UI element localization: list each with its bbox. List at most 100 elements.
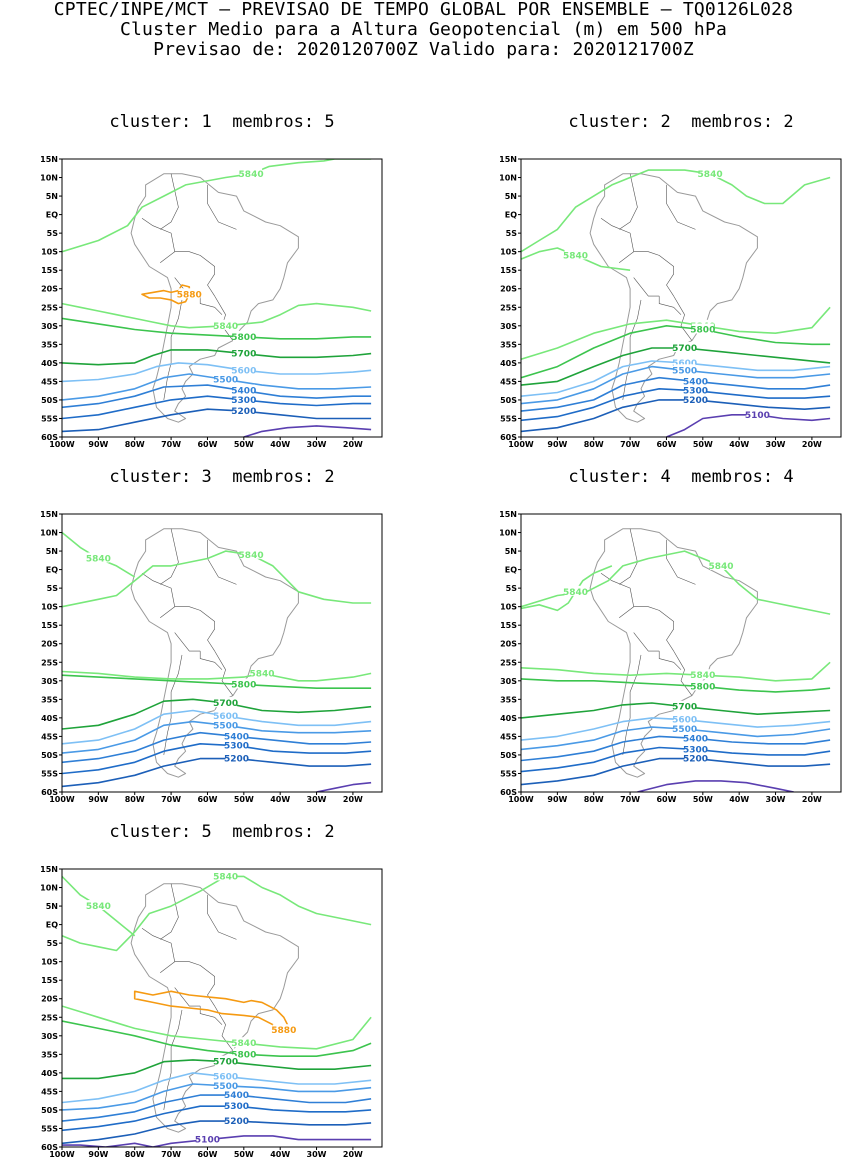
- contour-label-bg: [710, 559, 732, 570]
- contour-line-5840: [62, 302, 372, 329]
- lat-label: 50S: [500, 396, 517, 405]
- contour-line-5840: [521, 169, 831, 253]
- country-border: [622, 299, 642, 400]
- lat-label: 40S: [500, 359, 517, 368]
- lat-label: 10S: [41, 958, 58, 967]
- contour-label-5800: 5800: [231, 681, 256, 691]
- contour-label-bg: [225, 752, 248, 763]
- lat-label: EQ: [46, 921, 58, 930]
- contour-label-5840: 5840: [563, 588, 588, 598]
- contour-line-5400: [62, 384, 372, 409]
- lat-label: 45S: [41, 377, 58, 386]
- lat-label: 15S: [41, 621, 58, 630]
- country-border: [214, 1005, 234, 1051]
- lon-label: 90W: [547, 440, 567, 449]
- contour-line-5200: [62, 408, 372, 433]
- contour-label-5700: 5700: [231, 350, 256, 360]
- country-border: [633, 606, 674, 652]
- lon-label: 30W: [307, 440, 327, 449]
- lon-label: 50W: [234, 1150, 254, 1159]
- lat-label: 10S: [41, 603, 58, 612]
- contour-line-5700: [521, 702, 831, 719]
- lon-label: 30W: [307, 1150, 327, 1159]
- contour-label-5100: 5100: [195, 1136, 220, 1146]
- contour-label-5400: 5400: [683, 377, 708, 387]
- country-border: [141, 218, 175, 264]
- lon-label: 40W: [270, 1150, 290, 1159]
- lat-label: 25S: [500, 658, 517, 667]
- contour-label-bg: [691, 680, 714, 691]
- lon-label: 60W: [197, 795, 217, 804]
- country-border: [619, 173, 638, 230]
- continent-outline: [130, 528, 299, 778]
- lat-label: 45S: [41, 1087, 58, 1096]
- country-border: [207, 894, 237, 940]
- contour-label-5840: 5840: [86, 902, 111, 912]
- map-content: 5840584058405800570056005500540053005200…: [62, 870, 372, 1147]
- contour-line-5800: [521, 325, 831, 379]
- map-frame: [520, 158, 842, 438]
- contour-label-bg: [564, 249, 587, 260]
- lon-label: 50W: [234, 795, 254, 804]
- contour-label-bg: [684, 375, 707, 386]
- lat-label: 5S: [47, 229, 59, 238]
- lat-label: 40S: [41, 359, 58, 368]
- cluster-4-title: cluster: 4 membros: 4: [568, 467, 794, 487]
- contour-line-5600: [62, 1072, 372, 1104]
- contour-line-5700: [62, 698, 372, 730]
- contour-line-5200: [62, 1120, 372, 1145]
- contour-line-5500: [62, 720, 372, 754]
- lon-label: 40W: [729, 440, 749, 449]
- country-border: [600, 218, 634, 264]
- contour-label-5840: 5840: [86, 554, 111, 564]
- country-border: [619, 528, 638, 585]
- contour-label-bg: [673, 713, 696, 724]
- header-line-2: Cluster Medio para a Altura Geopotencial…: [119, 19, 728, 40]
- contour-label-bg: [684, 384, 707, 395]
- header-line-3: Previsao de: 2020120700Z Valido para: 20…: [153, 39, 694, 60]
- contour-label-5400: 5400: [224, 1091, 249, 1101]
- lon-label: 40W: [729, 795, 749, 804]
- contour-line-5200: [521, 399, 831, 433]
- lon-label: 80W: [584, 795, 604, 804]
- contour-label-bg: [214, 319, 237, 330]
- contour-label-5600: 5600: [672, 359, 697, 369]
- lat-label: 40S: [41, 714, 58, 723]
- lat-label: 40S: [41, 1069, 58, 1078]
- contour-line-5840: [62, 670, 372, 682]
- country-border: [633, 632, 660, 652]
- contour-label-bg: [746, 408, 769, 419]
- country-border: [207, 539, 237, 585]
- contour-label-bg: [87, 900, 110, 911]
- lat-label: 10N: [40, 529, 58, 538]
- lat-label: EQ: [46, 566, 58, 575]
- contour-line-5400: [521, 735, 831, 762]
- contour-label-bg: [684, 743, 707, 754]
- contour-line-5200: [62, 757, 372, 788]
- lon-label: 70W: [161, 1150, 181, 1159]
- country-border: [633, 277, 660, 297]
- lat-label: 10N: [40, 174, 58, 183]
- lat-label: 30S: [500, 677, 517, 686]
- lat-label: 5N: [46, 192, 58, 201]
- continent-outline: [589, 173, 758, 423]
- contour-line-5600: [521, 717, 831, 741]
- contour-line-5600: [62, 709, 372, 745]
- country-border: [160, 883, 179, 940]
- lat-label: 10N: [499, 174, 517, 183]
- lon-label: 100W: [49, 440, 75, 449]
- lat-label: 15N: [40, 510, 58, 519]
- lon-label: 70W: [161, 440, 181, 449]
- contour-label-bg: [232, 384, 255, 395]
- lon-label: 90W: [88, 440, 108, 449]
- contour-label-5800: 5800: [231, 333, 256, 343]
- contour-label-5300: 5300: [231, 396, 256, 406]
- contour-label-bg: [214, 373, 237, 384]
- lat-label: 50S: [41, 1106, 58, 1115]
- contour-label-bg: [214, 710, 237, 721]
- contour-label-5880: 5880: [177, 290, 202, 300]
- lat-label: 35S: [500, 695, 517, 704]
- contour-label-bg: [673, 700, 696, 711]
- lat-label: 10N: [40, 884, 58, 893]
